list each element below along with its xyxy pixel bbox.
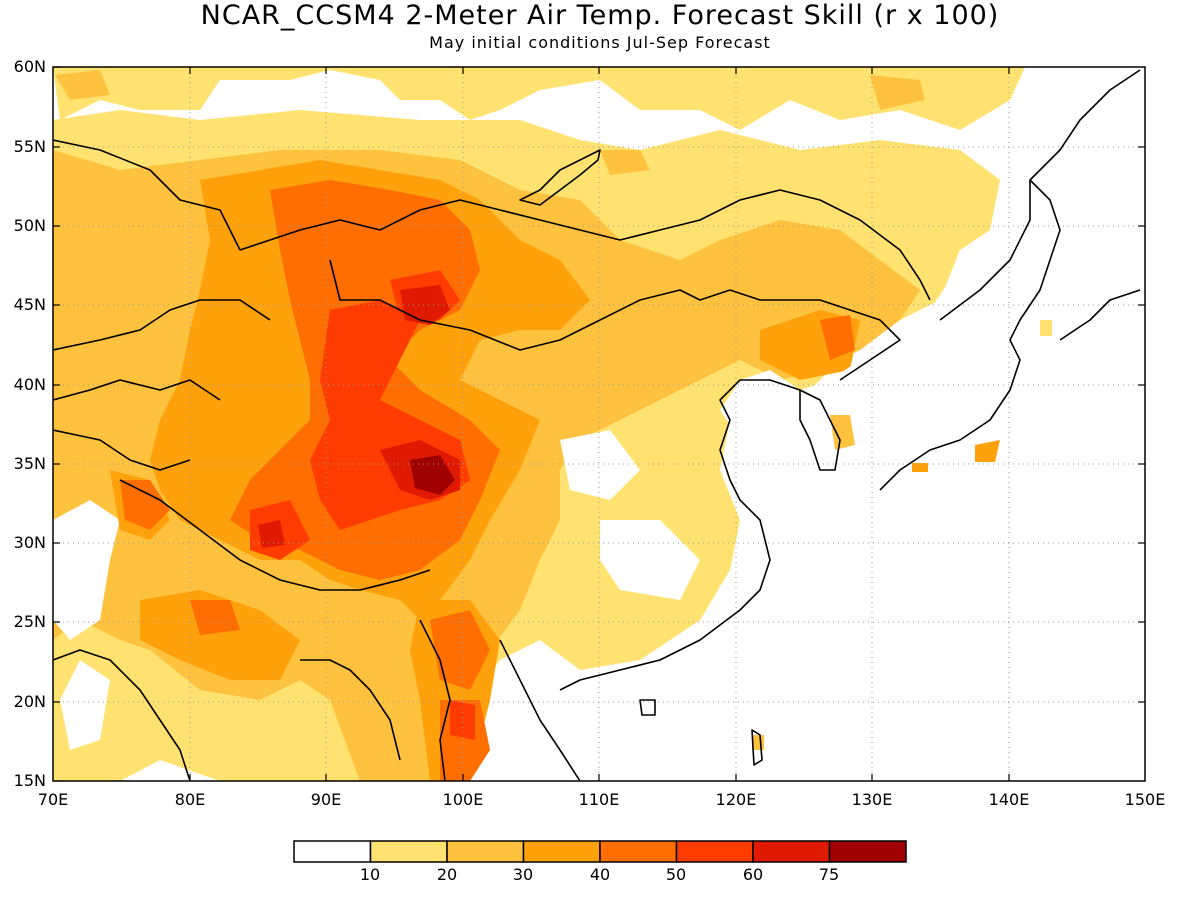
coastlines-borders — [53, 69, 1141, 781]
lon-label-80e: 80E — [174, 790, 206, 809]
colorbar-box-1 — [293, 840, 372, 863]
colorbar-box-7 — [752, 840, 831, 863]
colorbar-box-8 — [828, 840, 907, 863]
lon-label-150e: 150E — [1124, 790, 1166, 809]
lon-label-130e: 130E — [851, 790, 893, 809]
lat-label-25n: 25N — [13, 612, 46, 631]
lon-label-100e: 100E — [442, 790, 484, 809]
colorbar-box-5 — [599, 840, 678, 863]
lon-label-110e: 110E — [578, 790, 620, 809]
lon-label-90e: 90E — [310, 790, 342, 809]
lat-label-30n: 30N — [13, 533, 46, 552]
colorbar-label-50: 50 — [665, 865, 687, 884]
colorbar-label-75: 75 — [818, 865, 840, 884]
colorbar-label-10: 10 — [359, 865, 381, 884]
lat-label-45n: 45N — [13, 295, 46, 314]
lat-label-60n: 60N — [13, 57, 46, 76]
lat-label-35n: 35N — [13, 454, 46, 473]
colorbar-box-4 — [522, 840, 601, 863]
map-subtitle: May initial conditions Jul-Sep Forecast — [429, 33, 771, 52]
colorbar-box-6 — [675, 840, 754, 863]
map-title: NCAR_CCSM4 2-Meter Air Temp. Forecast Sk… — [200, 0, 1000, 31]
colorbar — [293, 840, 907, 863]
lon-label-140e: 140E — [988, 790, 1030, 809]
colorbar-label-20: 20 — [436, 865, 458, 884]
colorbar-label-60: 60 — [742, 865, 764, 884]
lat-label-15n: 15N — [13, 771, 46, 790]
lon-label-120e: 120E — [715, 790, 757, 809]
lat-label-20n: 20N — [13, 692, 46, 711]
axis-ticks — [53, 66, 1145, 781]
colorbar-box-3 — [446, 840, 525, 863]
skill-field — [53, 67, 1145, 781]
lat-label-50n: 50N — [13, 216, 46, 235]
graticule — [53, 67, 1145, 781]
lat-label-55n: 55N — [13, 137, 46, 156]
colorbar-label-40: 40 — [589, 865, 611, 884]
colorbar-label-30: 30 — [512, 865, 534, 884]
colorbar-box-2 — [369, 840, 448, 863]
lon-label-70e: 70E — [37, 790, 69, 809]
lat-label-40n: 40N — [13, 375, 46, 394]
